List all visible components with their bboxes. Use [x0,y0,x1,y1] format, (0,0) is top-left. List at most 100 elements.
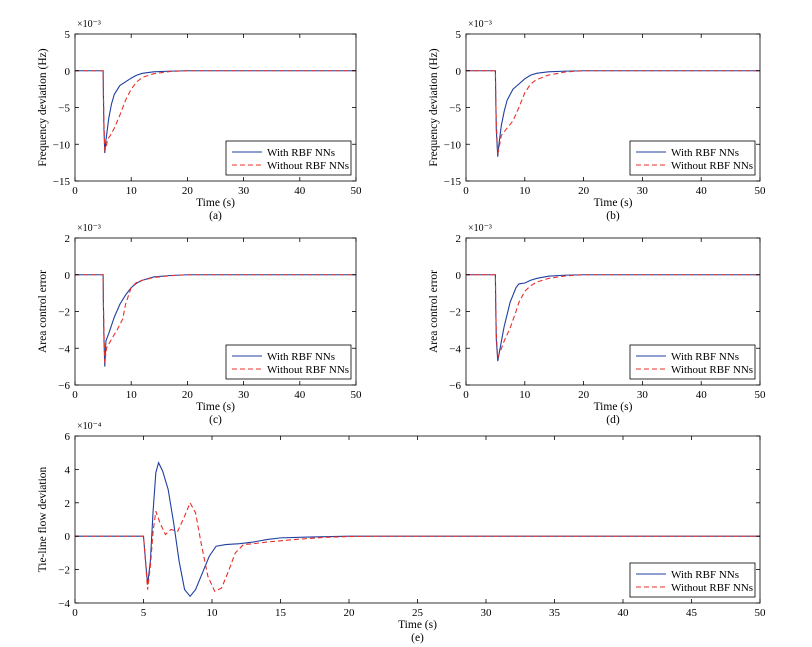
x-tick-label: 25 [412,607,424,619]
y-axis-label: Area control error [428,270,440,353]
x-tick-label: 20 [578,389,590,401]
x-tick-label: 40 [294,185,306,197]
panel-caption: (b) [606,210,620,222]
x-tick-label: 20 [344,607,356,619]
x-tick-label: 50 [351,185,363,197]
y-tick-label: 0 [65,531,71,543]
legend-box [225,140,352,176]
x-tick-label: 5 [141,607,147,619]
panel-caption: (e) [411,632,424,644]
x-tick-label: 30 [238,185,250,197]
y-exponent-label: ×10⁻³ [468,223,492,234]
series-line-without-rbf [75,70,356,152]
y-tick-label: 5 [456,29,462,41]
legend-entry: Without RBF NNs [671,582,753,594]
y-tick-label: −2 [449,307,461,319]
legend-entry: Without RBF NNs [671,364,753,376]
y-tick-label: −2 [58,307,70,319]
y-tick-label: −10 [444,139,462,151]
y-axis-label: Frequency deviation (Hz) [428,48,440,166]
x-tick-label: 0 [72,185,78,197]
x-tick-label: 50 [755,185,767,197]
y-tick-label: −6 [449,380,461,392]
legend-entry: With RBF NNs [671,147,739,159]
y-tick-label: −5 [449,103,461,115]
panel-caption: (a) [209,210,222,222]
legend-entry: Without RBF NNs [267,160,349,172]
panel-caption: (d) [606,414,620,426]
legend-entry: With RBF NNs [267,147,335,159]
x-tick-label: 10 [126,185,138,197]
y-tick-label: 5 [65,29,71,41]
y-tick-label: 0 [65,66,71,78]
x-tick-label: 10 [207,607,219,619]
y-tick-label: 6 [65,431,71,443]
x-tick-label: 10 [519,389,531,401]
legend-box [629,562,756,598]
legend-entry: With RBF NNs [671,569,739,581]
x-tick-label: 0 [463,185,469,197]
y-tick-label: −2 [58,565,70,577]
y-tick-label: −6 [58,380,70,392]
y-axis-label: Area control error [37,270,49,353]
x-tick-label: 20 [182,185,194,197]
x-tick-label: 20 [182,389,194,401]
y-exponent-label: ×10⁻³ [77,19,101,30]
series-line-with-rbf [75,461,760,598]
legend-entry: Without RBF NNs [671,160,753,172]
series-line-without-rbf [466,70,760,154]
x-tick-label: 50 [755,389,767,401]
x-tick-label: 15 [275,607,287,619]
y-exponent-label: ×10⁻³ [468,19,492,30]
x-axis-label: Time (s) [398,619,437,631]
legend-box [629,140,756,176]
y-tick-label: 0 [456,66,462,78]
x-tick-label: 45 [686,607,698,619]
x-tick-label: 0 [72,389,78,401]
x-tick-label: 10 [519,185,531,197]
series-line-without-rbf [75,274,356,364]
x-tick-label: 0 [72,607,78,619]
y-axis-label: Frequency deviation (Hz) [37,48,49,166]
x-tick-label: 50 [755,607,767,619]
x-tick-label: 20 [578,185,590,197]
y-tick-label: 0 [65,270,71,282]
x-tick-label: 30 [481,607,493,619]
x-tick-label: 35 [549,607,561,619]
panel-caption: (c) [209,414,222,426]
x-axis-label: Time (s) [594,197,633,209]
y-tick-label: 2 [65,498,71,510]
x-tick-label: 10 [126,389,138,401]
y-tick-label: 2 [456,233,462,245]
x-tick-label: 30 [637,185,649,197]
y-tick-label: 4 [65,464,71,476]
y-exponent-label: ×10⁻⁴ [77,421,102,432]
series-line-without-rbf [75,501,760,593]
y-exponent-label: ×10⁻³ [77,223,101,234]
x-axis-label: Time (s) [594,401,633,413]
y-tick-label: −15 [53,176,71,188]
x-tick-label: 30 [238,389,250,401]
y-tick-label: −4 [58,598,70,610]
x-tick-label: 40 [294,389,306,401]
y-tick-label: −10 [53,139,71,151]
x-tick-label: 30 [637,389,649,401]
y-tick-label: 0 [456,270,462,282]
y-tick-label: −4 [58,343,70,355]
y-axis-label: Tie-line flow deviation [37,466,49,572]
x-axis-label: Time (s) [196,197,235,209]
y-tick-label: −4 [449,343,461,355]
series-line-without-rbf [466,274,760,358]
legend-entry: With RBF NNs [671,351,739,363]
legend-box [225,344,352,380]
x-tick-label: 0 [463,389,469,401]
